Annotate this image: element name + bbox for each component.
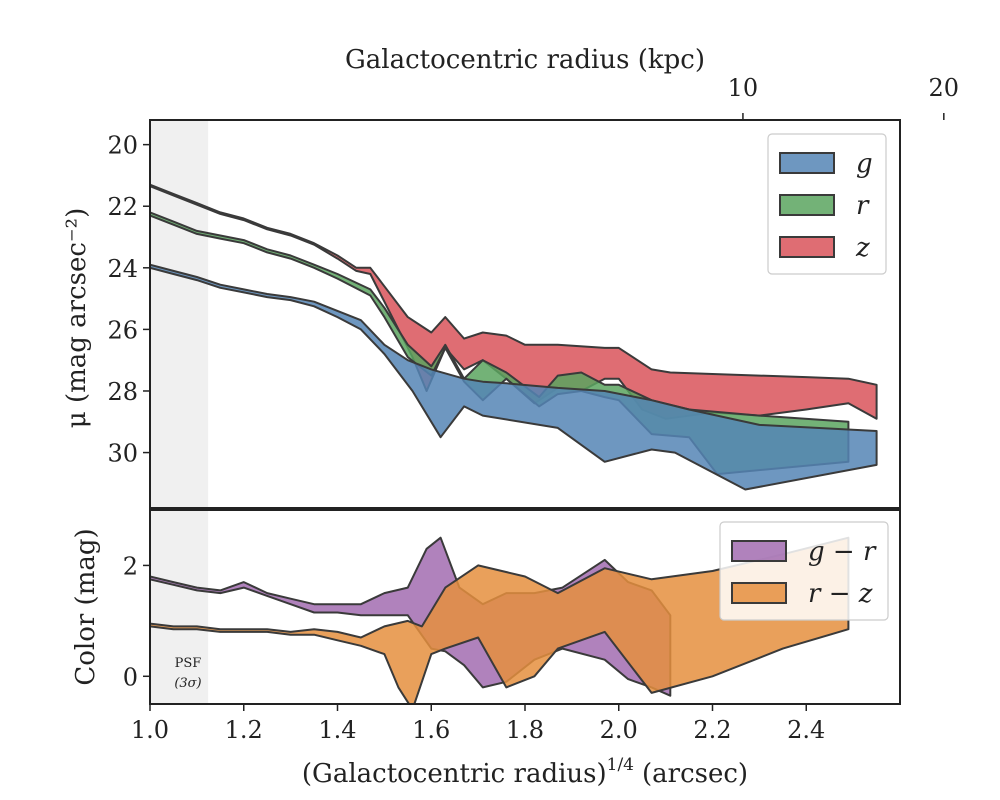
bottom-legend: g − r r − z	[719, 521, 889, 621]
x-axis-label: (Galactocentric radius)1/4 (arcsec)	[302, 755, 748, 789]
psf-label: PSF	[175, 656, 202, 671]
top-y-tick-label: 24	[107, 255, 138, 283]
x-tick-label: 2.4	[787, 716, 825, 744]
top-legend-label: g	[856, 149, 873, 179]
x-tick-label: 1.8	[506, 716, 544, 744]
top-y-tick-label: 30	[107, 440, 138, 468]
top-legend-label: r	[856, 191, 870, 221]
top-x-axis-label: Galactocentric radius (kpc)	[345, 45, 705, 75]
top-y-tick-label: 20	[107, 132, 138, 160]
x-tick-label: 1.6	[412, 716, 450, 744]
top-legend-swatch	[779, 194, 835, 216]
bottom-y-tick-label: 0	[123, 663, 138, 691]
top-legend-swatch	[779, 236, 835, 258]
bottom-legend-swatch	[731, 540, 787, 562]
bottom-legend-label: g − r	[808, 537, 877, 567]
x-tick-label: 2.0	[600, 716, 638, 744]
series-band-bottom-1	[150, 536, 850, 704]
series-band-top-2	[150, 263, 878, 491]
bottom-y-axis-label: Color (mag)	[71, 528, 101, 685]
x-tick-label: 1.4	[318, 716, 356, 744]
top-legend-label: z	[855, 233, 870, 263]
top-y-tick-label: 26	[107, 316, 138, 344]
x-axis-label-units: (arcsec)	[642, 759, 748, 789]
bottom-legend-swatch	[731, 582, 787, 604]
top-x-tick-label: 20	[929, 74, 960, 102]
bottom-y-tick-label: 2	[123, 552, 138, 580]
psf-shade-bottom	[150, 510, 209, 704]
top-panel-frame	[149, 119, 901, 509]
x-tick-label: 1.0	[131, 716, 169, 744]
psf-sigma-label: (3σ)	[174, 676, 201, 691]
top-y-tick-label: 22	[107, 193, 138, 221]
x-axis-label-superscript: 1/4	[607, 755, 634, 775]
psf-shade-top	[150, 120, 209, 508]
bottom-legend-label: r − z	[808, 579, 873, 609]
x-tick-label: 1.2	[225, 716, 263, 744]
series-band-top-0	[150, 183, 878, 420]
bottom-panel: 02 1.0 1.2 1.4 1.6 1.8 2.0 2.2 2.4 Color (mag) …	[71, 509, 901, 789]
x-tick-label: 2.2	[693, 716, 731, 744]
top-x-tick-label: 10	[728, 74, 759, 102]
top-legend: grz	[767, 133, 887, 275]
top-y-tick-label: 28	[107, 378, 138, 406]
x-axis-label-main: (Galactocentric radius)	[302, 759, 607, 789]
top-y-axis-label: μ (mag arcsec⁻²)	[62, 208, 92, 428]
top-legend-swatch	[779, 152, 835, 174]
